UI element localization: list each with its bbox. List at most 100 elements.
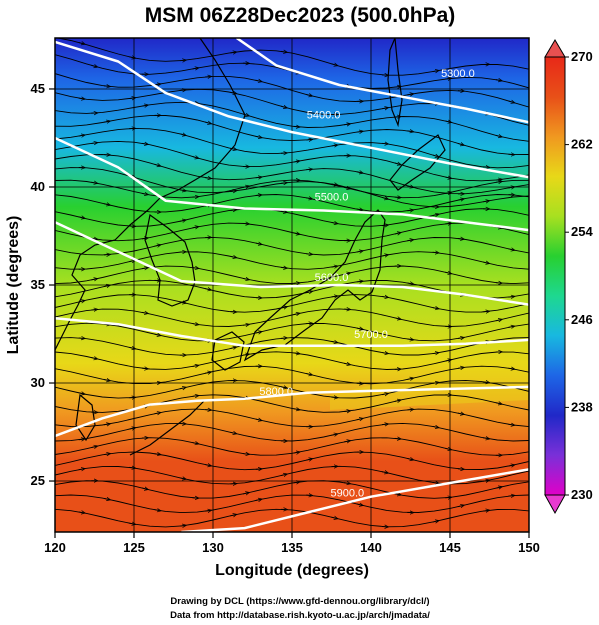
contour-label: 5500.0 <box>315 192 349 204</box>
contour-label: 5300.0 <box>441 68 475 80</box>
wind-arrow <box>407 210 412 211</box>
wind-arrow <box>382 424 387 425</box>
wind-arrow <box>91 65 96 66</box>
wind-arrow <box>508 424 513 425</box>
wind-arrow <box>255 136 261 137</box>
wind-arrow <box>242 186 248 187</box>
wind-arrow <box>293 452 299 453</box>
coastline-taiwan <box>75 393 96 442</box>
wind-arrow <box>344 187 349 188</box>
wind-arrow <box>192 366 197 367</box>
warm-tongue-overlay <box>330 360 529 410</box>
streamline <box>55 115 529 156</box>
wind-arrow <box>154 334 160 335</box>
wind-arrow <box>91 446 96 447</box>
wind-arrow <box>306 373 311 374</box>
wind-arrow <box>78 512 84 513</box>
wind-arrow <box>356 131 362 132</box>
contour-label: 5700.0 <box>354 329 388 341</box>
wind-arrow <box>457 199 463 200</box>
wind-arrow <box>394 163 400 164</box>
x-tick-label: 150 <box>518 540 540 555</box>
wind-arrow <box>432 482 438 483</box>
wind-arrow <box>192 268 197 269</box>
wind-arrow <box>103 86 109 87</box>
wind-arrow <box>141 238 147 239</box>
wind-arrow <box>78 42 84 43</box>
wind-arrow <box>394 233 400 234</box>
streamline <box>55 322 529 342</box>
colorbar-tick-label: 254 <box>571 224 593 239</box>
y-axis-ticks: 25 30 35 40 45 <box>31 81 55 488</box>
wind-arrow <box>103 498 109 499</box>
colorbar-ticks: 230 238 246 254 262 270 <box>565 49 593 502</box>
wind-arrow <box>179 388 185 389</box>
wind-arrow <box>204 372 210 373</box>
map-title: MSM 06Z28Dec2023 (500.0hPa) <box>145 4 456 27</box>
wind-arrow <box>432 426 438 427</box>
wind-arrow <box>141 143 147 144</box>
wind-arrow <box>394 494 400 495</box>
wind-arrow <box>280 267 286 268</box>
wind-arrow <box>242 354 248 355</box>
wind-arrow <box>154 510 160 511</box>
y-tick-label: 35 <box>31 277 45 292</box>
wind-arrow <box>293 233 299 234</box>
wind-arrow <box>154 245 160 246</box>
wind-arrow <box>306 198 311 199</box>
wind-arrow <box>344 483 349 484</box>
wind-arrow <box>445 272 450 273</box>
wind-arrow <box>457 338 463 339</box>
wind-arrow <box>280 474 286 475</box>
wind-arrow <box>356 328 362 329</box>
colorbar-scale <box>544 56 566 496</box>
wind-arrow <box>356 209 362 210</box>
wind-arrow <box>483 262 488 263</box>
wind-arrow <box>280 211 286 212</box>
coastline-ryukyu <box>129 399 206 456</box>
wind-arrow <box>78 217 84 218</box>
wind-arrow <box>230 210 235 211</box>
contour-line <box>55 221 529 306</box>
wind-arrow <box>255 243 261 244</box>
y-tick-label: 25 <box>31 473 45 488</box>
wind-arrow <box>192 156 197 157</box>
wind-arrow <box>179 526 185 527</box>
wind-arrow <box>280 307 286 308</box>
wind-arrow <box>230 432 235 433</box>
wind-arrow <box>432 383 438 384</box>
wind-arrow <box>179 478 185 479</box>
wind-arrow <box>230 191 235 192</box>
wind-arrow <box>407 131 412 132</box>
wind-arrow <box>192 396 197 397</box>
wind-arrow <box>445 177 450 178</box>
wind-arrow <box>407 240 412 241</box>
wind-arrow <box>103 204 109 205</box>
wind-arrow <box>255 80 261 81</box>
wind-streamlines <box>55 38 529 527</box>
streamline <box>55 408 529 428</box>
wind-arrow <box>356 281 362 282</box>
wind-arrow <box>344 124 349 125</box>
wind-arrow <box>78 393 84 394</box>
wind-arrow <box>78 135 84 136</box>
contour-label: 5900.0 <box>330 488 364 500</box>
contour-line <box>55 136 529 232</box>
streamline <box>55 451 529 471</box>
x-tick-label: 145 <box>439 540 461 555</box>
wind-arrow <box>192 68 197 69</box>
wind-arrow <box>205 511 210 512</box>
wind-arrow <box>242 325 248 326</box>
x-axis-ticks: 120 125 130 135 140 145 150 <box>44 532 540 555</box>
wind-arrow <box>129 98 134 99</box>
wind-arrow <box>381 108 387 109</box>
wind-arrow <box>141 105 147 106</box>
y-tick-label: 30 <box>31 375 45 390</box>
wind-arrow <box>242 454 248 455</box>
wind-arrow <box>495 179 501 180</box>
wind-arrow <box>407 458 412 459</box>
wind-arrow <box>508 326 513 327</box>
x-tick-label: 130 <box>202 540 224 555</box>
wind-arrow <box>255 177 261 178</box>
wind-arrow <box>331 184 337 185</box>
